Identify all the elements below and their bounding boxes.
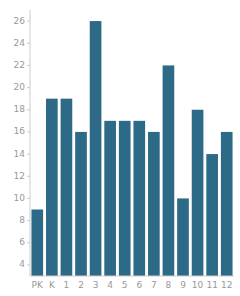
y-tick-label: 16 [14,126,26,136]
bar [90,21,102,276]
y-tick [27,198,30,199]
x-tick-label: 5 [122,280,128,290]
x-tick-label: 7 [151,280,157,290]
bar [177,198,189,276]
y-tick [27,65,30,66]
y-axis: 4 6 8 10 12 14 16 18 20 22 24 26 [14,16,30,270]
bar [192,110,204,276]
y-tick [27,154,30,155]
x-tick-label: 6 [136,280,142,290]
bar [119,121,131,276]
x-tick-label: 1 [64,280,70,290]
y-tick-label: 24 [14,38,26,48]
y-tick-label: 22 [14,60,25,70]
bar [61,99,73,276]
x-tick-label: 11 [206,280,217,290]
bar [75,132,87,276]
bar [148,132,160,276]
bar [104,121,116,276]
y-tick-label: 26 [14,16,26,26]
y-tick [27,176,30,177]
y-tick-label: 8 [19,215,25,225]
y-tick-label: 14 [14,149,26,159]
x-tick-label: 12 [221,280,232,290]
x-tick-label: 9 [180,280,186,290]
x-tick-label: 2 [78,280,84,290]
x-tick-label: 4 [107,280,113,290]
y-tick [27,109,30,110]
bar [206,154,218,276]
x-tick-label: K [49,280,56,290]
bar [221,132,233,276]
y-tick [27,43,30,44]
y-tick-label: 18 [14,104,26,114]
x-tick-label: 10 [192,280,204,290]
y-tick [27,220,30,221]
y-tick-label: 4 [19,259,25,269]
y-tick [27,242,30,243]
y-tick [27,21,30,22]
bars [31,21,232,276]
bar [163,65,175,276]
x-axis-line [30,276,234,277]
x-tick-label: PK [32,280,44,290]
y-tick [27,131,30,132]
y-tick-label: 10 [14,193,26,203]
bar [31,210,43,277]
x-tick-label: 8 [166,280,172,290]
chart: 468101214161820222426PKK123456789101112 [0,0,240,296]
y-tick-label: 12 [14,171,25,181]
y-tick-label: 6 [19,237,25,247]
y-tick [27,264,30,265]
y-tick [27,87,30,88]
x-tick-label: 3 [93,280,99,290]
bar [46,99,58,276]
y-tick-label: 20 [14,82,26,92]
bar [133,121,145,276]
x-axis: PKK123456789101112 [32,280,233,290]
y-axis-line [30,10,31,276]
